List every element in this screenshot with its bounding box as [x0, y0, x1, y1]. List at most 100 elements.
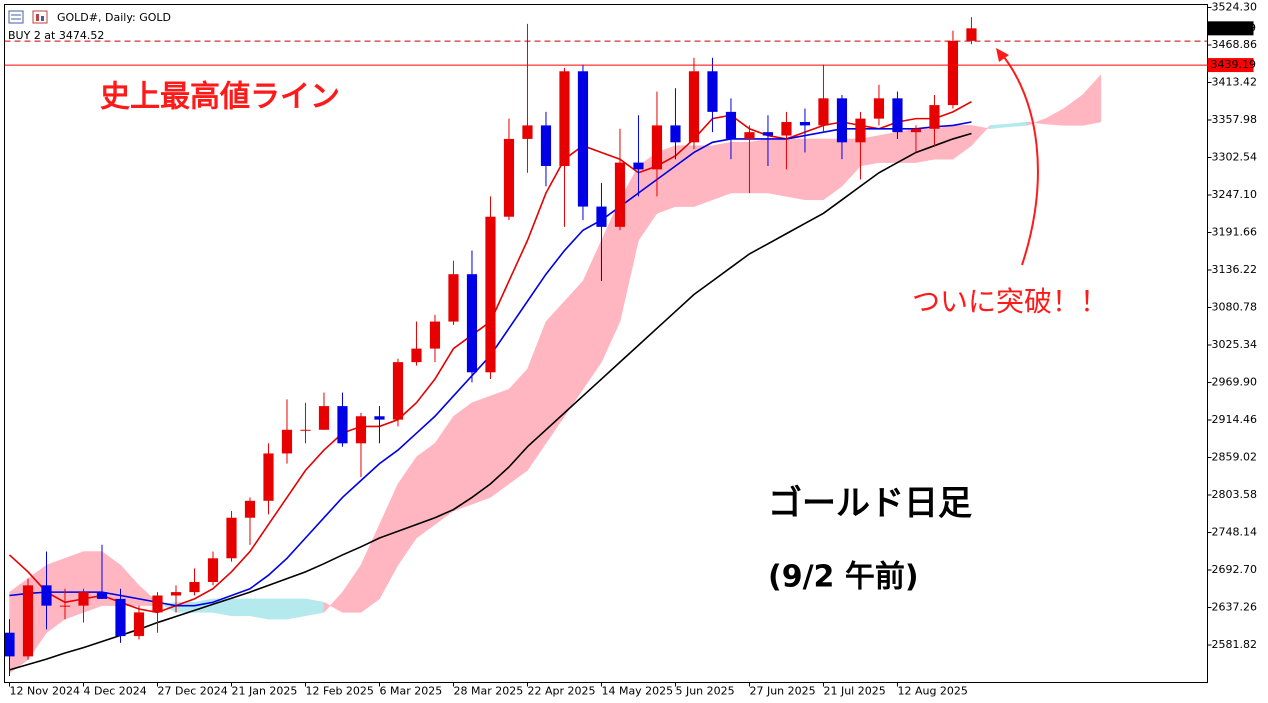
y-tick-label: 2914.46	[1212, 413, 1258, 426]
x-tick-label: 6 Mar 2025	[379, 685, 442, 698]
cloud-segment	[471, 395, 491, 505]
y-tick-label: 3524.30	[1212, 0, 1258, 13]
y-tick-label: 2859.02	[1212, 450, 1258, 463]
cloud-segment	[786, 138, 806, 201]
candle-body	[725, 111, 737, 139]
candle-body	[59, 605, 71, 607]
icon	[32, 10, 48, 24]
candle-body	[522, 125, 533, 139]
candle-body	[947, 40, 959, 106]
candle-body	[115, 598, 126, 637]
candle-body	[873, 98, 885, 119]
x-tick-label: 28 Mar 2025	[453, 685, 523, 698]
x-tick-label: 21 Jan 2025	[231, 685, 297, 698]
candle-body	[910, 128, 922, 133]
candle-body	[633, 162, 644, 170]
candle-body	[966, 28, 977, 41]
candle-body	[170, 592, 182, 596]
cloud-segment	[508, 368, 528, 485]
y-tick-label: 3413.42	[1212, 75, 1258, 88]
x-tick-label: 12 Nov 2024	[9, 685, 79, 698]
cloud-segment	[693, 145, 713, 207]
icon	[41, 16, 44, 21]
cloud-segment	[286, 598, 306, 620]
x-tick-label: 27 Dec 2024	[157, 685, 227, 698]
candle-body	[429, 321, 441, 349]
candle-body	[836, 98, 848, 143]
cloud-segment	[749, 138, 769, 194]
cloud-segment	[64, 551, 84, 620]
candle-body	[41, 585, 52, 606]
price-box	[1207, 58, 1254, 73]
candle-body	[226, 517, 237, 559]
x-tick-label: 12 Feb 2025	[305, 685, 373, 698]
candle-body	[152, 595, 163, 613]
cloud-segment	[804, 138, 824, 201]
candle-body	[651, 125, 663, 170]
candle-body	[337, 406, 348, 444]
arrow-head	[996, 48, 1009, 62]
candle-body	[744, 132, 755, 139]
candle-body	[4, 632, 15, 657]
y-tick-label: 2969.90	[1212, 375, 1258, 388]
current-price-label: 3493.49	[1211, 21, 1257, 34]
current-price-box	[1207, 21, 1254, 36]
y-tick-label: 3080.78	[1212, 300, 1258, 313]
cloud-segment	[915, 128, 935, 163]
x-tick-label: 14 May 2025	[601, 685, 673, 698]
price-label: 3439.19	[1211, 58, 1257, 71]
y-tick-label: 3191.66	[1212, 225, 1258, 238]
order-label: BUY 2 at 3474.52	[8, 29, 104, 42]
x-tick-label: 27 Jun 2025	[749, 685, 815, 698]
candle-body	[448, 274, 459, 322]
candle-body	[78, 592, 89, 606]
icon	[8, 10, 24, 24]
annotation: ついに突破！！	[912, 285, 1108, 318]
x-tick-label: 12 Aug 2025	[897, 685, 967, 698]
x-tick-label: 21 Jul 2025	[823, 685, 885, 698]
y-tick-label: 3025.34	[1212, 338, 1258, 351]
candle-body	[614, 162, 626, 227]
candle-body	[392, 362, 404, 420]
cloud-segment	[268, 598, 288, 620]
chart-title: GOLD#, Daily: GOLD	[57, 11, 171, 24]
plot-area	[4, 17, 1102, 676]
candle-body	[762, 132, 774, 136]
candle-body	[263, 453, 274, 501]
candle-body	[318, 406, 330, 430]
cloud-segment	[1082, 74, 1102, 126]
candle-body	[22, 585, 34, 657]
y-tick-label: 3247.10	[1212, 188, 1258, 201]
x-tick-label: 4 Dec 2024	[83, 685, 146, 698]
cloud-segment	[453, 402, 473, 512]
candle-body	[929, 105, 940, 129]
candle-body	[503, 138, 515, 217]
candle-body	[189, 581, 200, 593]
candle-body	[892, 98, 903, 133]
candle-body	[374, 416, 385, 420]
candle-body	[300, 429, 311, 431]
y-tick-label: 2748.14	[1212, 525, 1258, 538]
arrow	[999, 51, 1039, 266]
annotation: (9/2 午前)	[768, 560, 919, 595]
candle-body	[707, 71, 718, 112]
cloud-segment	[878, 131, 898, 163]
toolbar-icons	[8, 10, 48, 24]
candle-body	[596, 206, 607, 227]
cloud-segment	[231, 598, 251, 617]
candle-body	[559, 71, 570, 166]
y-tick-label: 2803.58	[1212, 488, 1258, 501]
candle-body	[244, 500, 256, 518]
ma-line	[9, 132, 972, 671]
candle-body	[96, 592, 108, 599]
cloud-segment	[767, 138, 787, 197]
x-tick-label: 5 Jun 2025	[675, 685, 734, 698]
candle-body	[281, 429, 293, 454]
annotation: 史上最高値ライン	[100, 80, 340, 115]
y-tick-label: 3302.54	[1212, 150, 1258, 163]
y-tick-label: 2581.82	[1212, 638, 1258, 651]
candle-body	[207, 558, 219, 582]
candle-body	[411, 348, 422, 363]
candle-body	[781, 122, 792, 136]
